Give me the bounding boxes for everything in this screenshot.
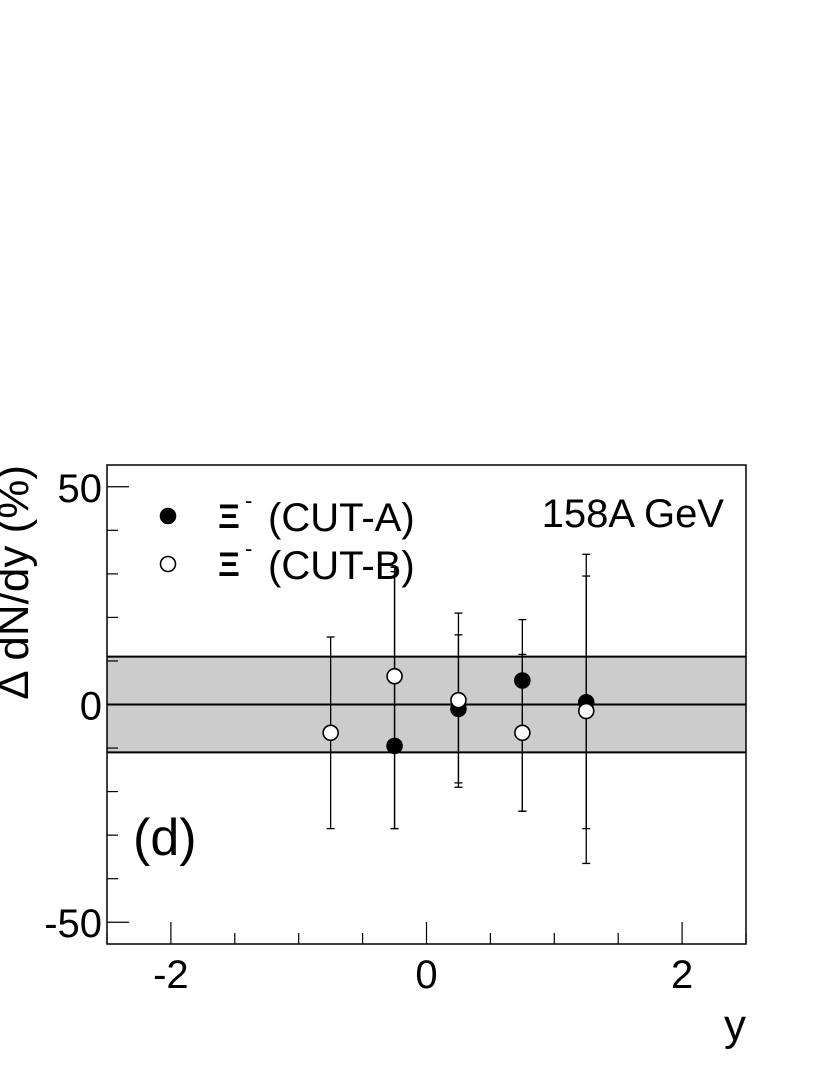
tick-labels-layer: -2 0 2 -50 0 50: [44, 467, 693, 997]
x-tick-label: 0: [415, 953, 437, 997]
data-point-cut-b: [386, 667, 403, 685]
legend-charge: -: [245, 536, 252, 561]
legend-symbol: Ξ: [218, 546, 240, 584]
y-tick-label: 50: [58, 467, 103, 511]
y-tick-label: 0: [80, 685, 102, 729]
data-point-cut-a: [514, 672, 531, 689]
y-tick-label: -50: [44, 902, 102, 946]
data-point-cut-b: [577, 702, 595, 720]
legend-charge: -: [245, 488, 252, 513]
data-point-cut-a: [386, 737, 403, 755]
x-axis-label: y: [724, 1001, 746, 1050]
data-point-cut-b: [514, 724, 531, 742]
data-point-cut-b: [322, 724, 339, 742]
legend-symbol: Ξ: [218, 498, 240, 536]
legend-label: (CUT-A): [268, 496, 415, 540]
axis-ticks-layer: [106, 486, 747, 944]
x-tick-label: -2: [153, 953, 189, 997]
legend-marker: [159, 555, 177, 573]
legend-marker: [159, 507, 177, 525]
data-point-cut-b: [450, 691, 467, 709]
panel-label: (d): [133, 809, 197, 867]
x-tick-label: 2: [671, 953, 693, 997]
legend: Ξ - (CUT-A)Ξ - (CUT-B): [159, 488, 415, 588]
energy-annotation: 158A GeV: [542, 492, 725, 536]
data-points-layer: [322, 667, 595, 755]
y-axis-label: Δ dN/dy (%): [0, 465, 38, 700]
legend-label: (CUT-B): [268, 544, 415, 588]
